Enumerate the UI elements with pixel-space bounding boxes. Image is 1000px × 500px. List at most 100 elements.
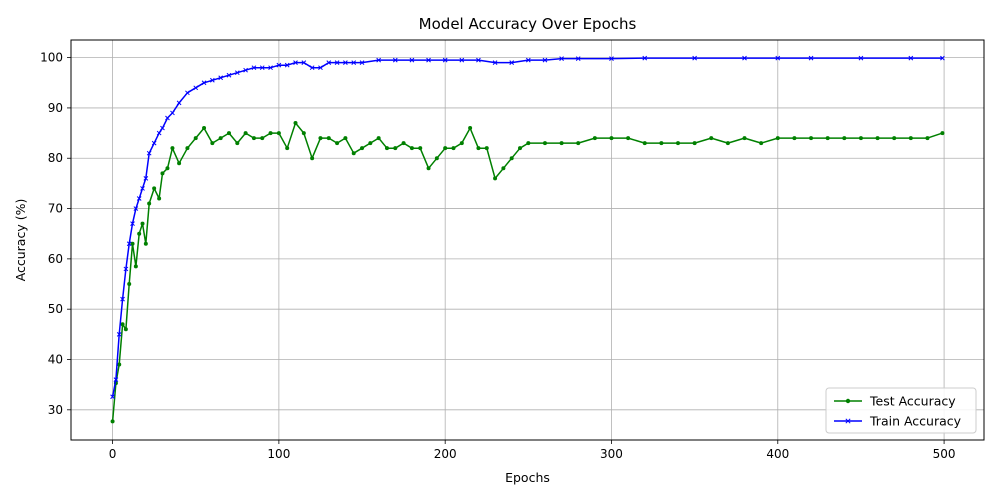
y-tick-label: 30 (48, 403, 63, 417)
test-accuracy-point (434, 156, 439, 161)
train-accuracy-point (284, 62, 290, 68)
test-accuracy-point (120, 322, 125, 327)
test-accuracy-point (127, 282, 132, 287)
train-accuracy-point (146, 150, 152, 156)
test-accuracy-point (842, 136, 847, 141)
train-accuracy-point (334, 60, 340, 65)
train-accuracy-point (459, 57, 465, 63)
train-accuracy-point (259, 65, 265, 71)
chart-title: Model Accuracy Over Epochs (419, 15, 637, 33)
test-accuracy-point (301, 131, 306, 136)
train-accuracy-point (176, 100, 182, 106)
test-accuracy-point (659, 141, 664, 146)
test-accuracy-point (493, 176, 498, 181)
test-accuracy-point (418, 146, 423, 151)
test-accuracy-point (742, 136, 747, 141)
test-accuracy-point (326, 136, 331, 141)
test-accuracy-point (368, 141, 373, 146)
test-accuracy-point (123, 327, 128, 332)
train-accuracy-point (113, 377, 119, 382)
train-accuracy-point (376, 57, 382, 63)
train-accuracy-point (120, 296, 125, 302)
test-accuracy-point (875, 136, 880, 141)
test-accuracy-point (133, 264, 138, 269)
test-accuracy-point (501, 166, 506, 171)
train-accuracy-point (116, 331, 122, 337)
test-accuracy-point (451, 146, 456, 151)
train-accuracy-point (858, 55, 864, 61)
series-lines (110, 55, 945, 424)
test-accuracy-point (401, 141, 406, 146)
test-accuracy-point (147, 201, 152, 206)
train-accuracy-point (492, 60, 498, 65)
train-accuracy-point (476, 57, 481, 63)
train-accuracy-point (409, 57, 415, 63)
test-accuracy-point (908, 136, 913, 141)
test-accuracy-point (343, 136, 348, 141)
train-accuracy-point (908, 55, 914, 61)
grid-lines (71, 40, 984, 440)
test-accuracy-point (235, 141, 240, 146)
plot-frame (70, 39, 985, 441)
test-accuracy-line (111, 122, 943, 422)
train-accuracy-point (326, 60, 332, 65)
train-accuracy-point (185, 90, 190, 96)
test-accuracy-point (426, 166, 431, 171)
test-accuracy-point (725, 141, 730, 146)
test-accuracy-point (285, 146, 290, 151)
test-accuracy-point (177, 161, 182, 166)
test-accuracy-point (459, 141, 464, 146)
test-accuracy-point (592, 136, 597, 141)
train-accuracy-point (426, 57, 431, 63)
train-accuracy-point (133, 206, 139, 211)
train-accuracy-point (359, 60, 365, 65)
y-tick-label: 60 (48, 252, 63, 266)
test-accuracy-point (210, 141, 215, 146)
train-accuracy-point (160, 125, 165, 131)
test-accuracy-point (310, 156, 315, 161)
train-accuracy-point (301, 60, 307, 65)
test-accuracy-point (509, 156, 514, 161)
train-accuracy-point (351, 60, 357, 65)
test-accuracy-point (443, 146, 448, 151)
train-accuracy-point (642, 55, 648, 61)
y-tick-label: 80 (48, 151, 63, 165)
train-accuracy-point (318, 65, 323, 71)
train-accuracy-point (542, 57, 548, 63)
test-accuracy-point (925, 136, 930, 141)
test-accuracy-point (709, 136, 714, 141)
test-accuracy-point (140, 221, 145, 226)
train-accuracy-point (151, 140, 157, 146)
test-accuracy-point (268, 131, 273, 136)
test-accuracy-point (157, 196, 162, 201)
test-accuracy-point (218, 136, 223, 141)
x-axis-title: Epochs (505, 470, 550, 485)
test-accuracy-point (484, 146, 489, 151)
test-accuracy-point (809, 136, 814, 141)
y-tick-label: 40 (48, 352, 63, 366)
train-accuracy-point (509, 60, 515, 65)
test-accuracy-point (775, 136, 780, 141)
test-accuracy-point (193, 136, 198, 141)
train-accuracy-point (156, 130, 162, 136)
test-accuracy-point (940, 131, 945, 136)
x-tick-label: 300 (600, 447, 623, 461)
test-accuracy-point (476, 146, 481, 151)
train-accuracy-point (110, 394, 115, 400)
y-axis-title: Accuracy (%) (13, 199, 28, 282)
test-accuracy-point (293, 121, 298, 126)
train-accuracy-point (218, 75, 224, 81)
train-accuracy-legend-marker (845, 418, 851, 424)
train-accuracy-point (392, 57, 398, 63)
axis-ticks: 0 100 200 300 400 500 30 40 50 60 70 80 90 100 (40, 51, 955, 461)
test-accuracy-point (251, 136, 256, 141)
train-accuracy-legend-label: Train Accuracy (869, 414, 962, 429)
train-accuracy-point (234, 70, 240, 76)
test-accuracy-point (576, 141, 581, 146)
train-accuracy-point (136, 196, 142, 201)
test-accuracy-point (393, 146, 398, 151)
test-accuracy-point (351, 151, 356, 156)
train-accuracy-point (243, 67, 248, 73)
legend: Test Accuracy Train Accuracy (825, 387, 977, 434)
train-accuracy-point (940, 55, 945, 61)
